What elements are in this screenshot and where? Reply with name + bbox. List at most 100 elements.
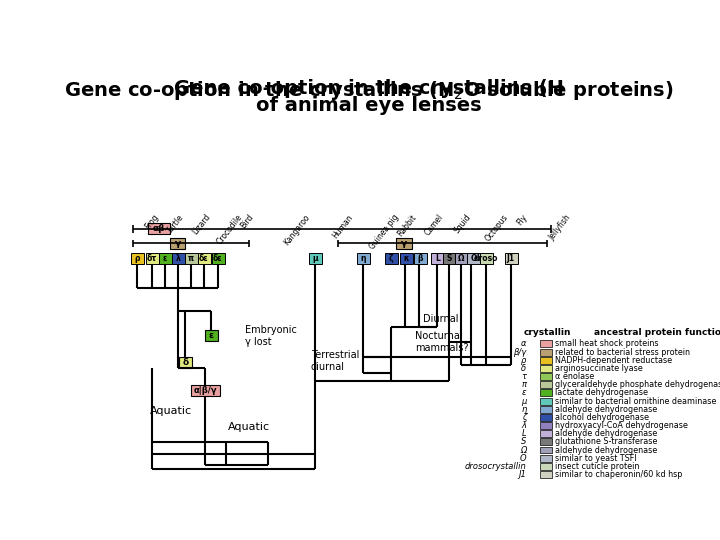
Text: Aquatic: Aquatic [228, 422, 270, 431]
Bar [309, 253, 322, 264]
Text: droso: droso [474, 254, 498, 264]
Text: L: L [522, 429, 526, 438]
Text: Nocturnal
mammals?: Nocturnal mammals? [415, 331, 469, 353]
Text: arginosuccinate lyase: arginosuccinate lyase [555, 364, 643, 373]
Bar [539, 389, 552, 396]
Text: Camel: Camel [423, 213, 445, 237]
Text: γ: γ [401, 239, 407, 248]
Text: Gene co-option in the crystallins (H: Gene co-option in the crystallins (H [174, 79, 564, 98]
Text: ancestral protein function: ancestral protein function [594, 328, 720, 338]
Text: small heat shock proteins: small heat shock proteins [555, 340, 659, 348]
Bar [467, 253, 481, 264]
Bar [539, 365, 552, 372]
Text: Squid: Squid [453, 213, 473, 235]
Bar [480, 253, 493, 264]
Text: Bird: Bird [239, 213, 256, 230]
Text: aldehyde dehydrogenase: aldehyde dehydrogenase [555, 429, 657, 438]
Text: glutathione S-transferase: glutathione S-transferase [555, 437, 657, 447]
Text: β: β [418, 254, 423, 264]
Bar [539, 340, 552, 347]
Bar [414, 253, 427, 264]
Text: alcohol dehydrogenase: alcohol dehydrogenase [555, 413, 649, 422]
Bar [179, 357, 192, 368]
Bar [159, 253, 172, 264]
Text: Rabbit: Rabbit [396, 213, 419, 238]
Text: crystallin: crystallin [524, 328, 572, 338]
Bar [539, 357, 552, 364]
Bar [204, 330, 218, 341]
Bar [539, 463, 552, 470]
Bar [148, 224, 170, 234]
Bar [539, 397, 552, 404]
Bar [539, 422, 552, 429]
Bar [539, 455, 552, 462]
Bar [145, 253, 159, 264]
Text: α|β/γ: α|β/γ [194, 386, 217, 395]
Text: drosocrystallin: drosocrystallin [464, 462, 526, 471]
Bar [384, 253, 397, 264]
Text: J1: J1 [507, 254, 515, 264]
Text: aldehyde dehydrogenase: aldehyde dehydrogenase [555, 404, 657, 414]
Text: of animal eye lenses: of animal eye lenses [256, 96, 482, 114]
Bar [505, 253, 518, 264]
Bar [431, 253, 444, 264]
Bar [131, 253, 144, 264]
Text: δτ: δτ [147, 254, 157, 264]
Text: related to bacterial stress protein: related to bacterial stress protein [555, 348, 690, 356]
Bar [172, 253, 185, 264]
Text: π: π [188, 254, 194, 264]
Text: Ω: Ω [458, 254, 464, 264]
Text: S: S [521, 437, 526, 447]
Text: Ω: Ω [520, 446, 526, 455]
Text: Frog: Frog [143, 213, 160, 231]
Text: β/γ: β/γ [513, 348, 526, 356]
Bar [539, 447, 552, 454]
Text: η: η [521, 404, 526, 414]
Bar [539, 381, 552, 388]
Bar [539, 438, 552, 445]
Text: π: π [521, 380, 526, 389]
Text: ε: ε [208, 332, 213, 340]
Text: J1: J1 [518, 470, 526, 479]
Text: η: η [360, 254, 366, 264]
Text: insect cuticle protein: insect cuticle protein [555, 462, 639, 471]
Text: Crocodile: Crocodile [215, 213, 245, 246]
Text: α: α [521, 340, 526, 348]
Text: L: L [435, 254, 440, 264]
Text: O: O [470, 254, 477, 264]
Bar [184, 253, 198, 264]
Text: Embryonic
γ lost: Embryonic γ lost [245, 325, 297, 347]
Text: ζ: ζ [522, 413, 526, 422]
Text: Turtle: Turtle [166, 213, 186, 235]
Text: similar to bacterial ornithine deaminase: similar to bacterial ornithine deaminase [555, 396, 716, 406]
Text: hydroxyacyl-CoA dehydrogenase: hydroxyacyl-CoA dehydrogenase [555, 421, 688, 430]
Bar [539, 414, 552, 421]
Bar [539, 373, 552, 380]
Text: λ: λ [521, 421, 526, 430]
Text: μ: μ [312, 254, 318, 264]
Bar [443, 253, 456, 264]
Text: Octopus: Octopus [484, 213, 510, 243]
Text: α enolase: α enolase [555, 372, 594, 381]
Text: ρ: ρ [135, 254, 140, 264]
Text: aldehyde dehydrogenase: aldehyde dehydrogenase [555, 446, 657, 455]
Text: γ: γ [174, 239, 181, 248]
Text: Jellyfish: Jellyfish [547, 213, 572, 241]
Text: NADPH-dependent reductase: NADPH-dependent reductase [555, 356, 672, 364]
Text: Fly: Fly [515, 213, 528, 227]
Bar [198, 253, 211, 264]
Text: ε: ε [522, 388, 526, 397]
Bar [356, 253, 370, 264]
Bar [455, 253, 468, 264]
Text: Diurnal: Diurnal [423, 314, 459, 324]
Bar [539, 349, 552, 355]
Text: λ: λ [176, 254, 181, 264]
Text: δ: δ [521, 364, 526, 373]
Text: ε: ε [163, 254, 167, 264]
Text: lactate dehydrogenase: lactate dehydrogenase [555, 388, 648, 397]
Text: τ: τ [521, 372, 526, 381]
Bar [400, 253, 413, 264]
Bar [191, 385, 220, 396]
Text: ρ: ρ [521, 356, 526, 364]
Text: glyceraldehyde phosphate dehydrogenase: glyceraldehyde phosphate dehydrogenase [555, 380, 720, 389]
